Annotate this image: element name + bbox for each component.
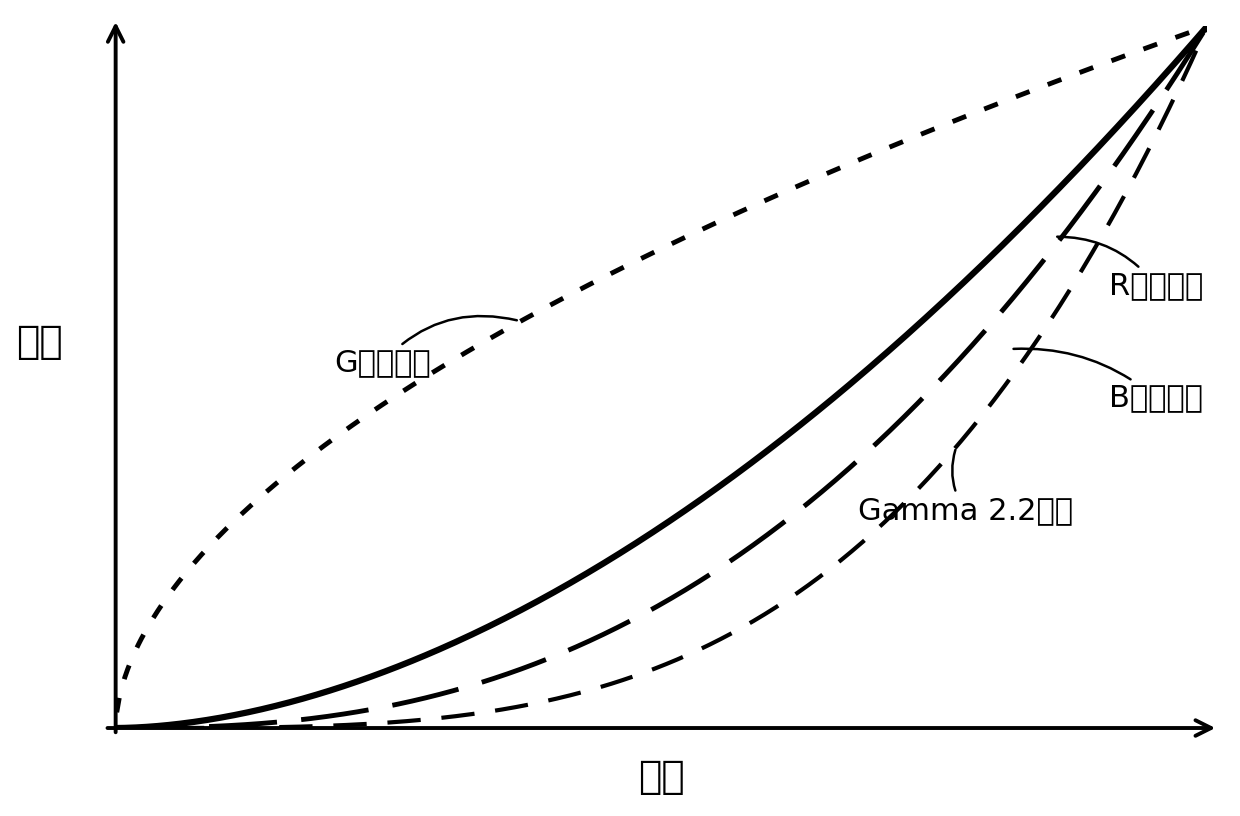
Text: 灰阶: 灰阶 [639,758,684,796]
Text: Gamma 2.2曲线: Gamma 2.2曲线 [858,450,1073,525]
Text: R伽马曲线: R伽马曲线 [1058,237,1203,300]
Text: B伽马曲线: B伽马曲线 [1013,348,1203,413]
Text: 亮度: 亮度 [16,323,62,361]
Text: G伽马曲线: G伽马曲线 [334,316,517,378]
